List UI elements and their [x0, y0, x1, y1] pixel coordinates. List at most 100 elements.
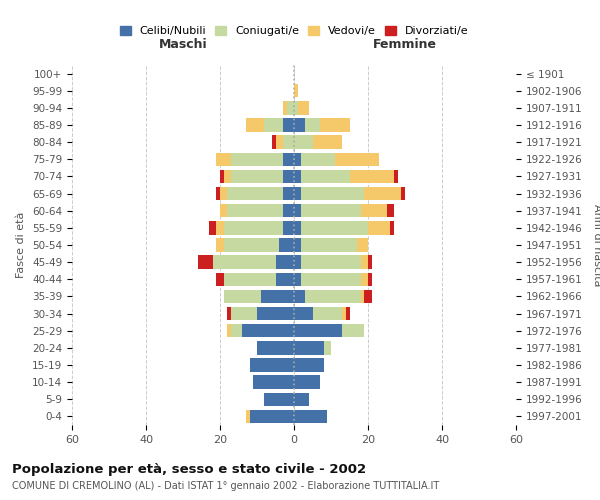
Bar [294, 238, 301, 252]
Text: Popolazione per età, sesso e stato civile - 2002: Popolazione per età, sesso e stato civil… [12, 462, 366, 475]
Bar [216, 152, 231, 166]
Bar [257, 307, 294, 320]
Bar [342, 307, 346, 320]
Bar [342, 324, 364, 338]
Text: Femmine: Femmine [373, 38, 437, 52]
Bar [250, 410, 294, 423]
Bar [368, 272, 372, 286]
Bar [301, 170, 349, 183]
Bar [283, 136, 294, 149]
Bar [275, 256, 294, 269]
Bar [224, 290, 260, 303]
Bar [294, 358, 323, 372]
Bar [272, 136, 275, 149]
Bar [294, 101, 298, 114]
Bar [294, 187, 301, 200]
Bar [224, 221, 283, 234]
Bar [294, 118, 305, 132]
Bar [198, 256, 212, 269]
Bar [231, 170, 283, 183]
Bar [209, 221, 217, 234]
Bar [364, 290, 372, 303]
Legend: Celibi/Nubili, Coniugati/e, Vedovi/e, Divorziati/e: Celibi/Nubili, Coniugati/e, Vedovi/e, Di… [118, 24, 470, 38]
Bar [323, 341, 331, 354]
Bar [390, 221, 394, 234]
Bar [294, 376, 320, 389]
Bar [346, 307, 349, 320]
Bar [253, 376, 294, 389]
Bar [294, 170, 301, 183]
Bar [231, 324, 242, 338]
Bar [294, 324, 342, 338]
Bar [283, 187, 294, 200]
Bar [224, 170, 231, 183]
Bar [305, 290, 361, 303]
Bar [220, 170, 224, 183]
Bar [335, 152, 379, 166]
Bar [250, 358, 294, 372]
Bar [275, 136, 283, 149]
Bar [283, 152, 294, 166]
Y-axis label: Fasce di età: Fasce di età [16, 212, 26, 278]
Bar [301, 272, 361, 286]
Text: COMUNE DI CREMOLINO (AL) - Dati ISTAT 1° gennaio 2002 - Elaborazione TUTTITALIA.: COMUNE DI CREMOLINO (AL) - Dati ISTAT 1°… [12, 481, 439, 491]
Bar [305, 118, 320, 132]
Bar [364, 187, 401, 200]
Bar [301, 238, 357, 252]
Bar [220, 204, 227, 218]
Bar [224, 272, 275, 286]
Bar [349, 170, 394, 183]
Bar [386, 204, 394, 218]
Bar [401, 187, 405, 200]
Bar [301, 187, 364, 200]
Bar [260, 290, 294, 303]
Bar [283, 101, 287, 114]
Bar [212, 256, 275, 269]
Bar [320, 118, 349, 132]
Bar [313, 307, 342, 320]
Y-axis label: Anni di nascita: Anni di nascita [592, 204, 600, 286]
Bar [368, 256, 372, 269]
Bar [275, 272, 294, 286]
Bar [265, 392, 294, 406]
Bar [294, 221, 301, 234]
Bar [231, 307, 257, 320]
Bar [294, 136, 313, 149]
Bar [216, 221, 224, 234]
Bar [301, 256, 361, 269]
Bar [283, 221, 294, 234]
Bar [283, 118, 294, 132]
Bar [287, 101, 294, 114]
Bar [294, 272, 301, 286]
Bar [361, 272, 368, 286]
Bar [294, 290, 305, 303]
Bar [227, 324, 231, 338]
Bar [361, 256, 368, 269]
Bar [301, 204, 361, 218]
Bar [227, 204, 283, 218]
Bar [242, 324, 294, 338]
Bar [231, 152, 283, 166]
Bar [216, 272, 224, 286]
Bar [301, 152, 335, 166]
Text: Maschi: Maschi [158, 38, 208, 52]
Bar [298, 101, 309, 114]
Bar [294, 256, 301, 269]
Bar [361, 204, 386, 218]
Bar [279, 238, 294, 252]
Bar [283, 204, 294, 218]
Bar [217, 187, 220, 200]
Bar [357, 238, 368, 252]
Bar [224, 238, 279, 252]
Bar [283, 170, 294, 183]
Bar [294, 84, 298, 98]
Bar [257, 341, 294, 354]
Bar [294, 341, 323, 354]
Bar [313, 136, 342, 149]
Bar [246, 118, 265, 132]
Bar [294, 392, 309, 406]
Bar [246, 410, 250, 423]
Bar [301, 221, 368, 234]
Bar [368, 221, 390, 234]
Bar [227, 307, 231, 320]
